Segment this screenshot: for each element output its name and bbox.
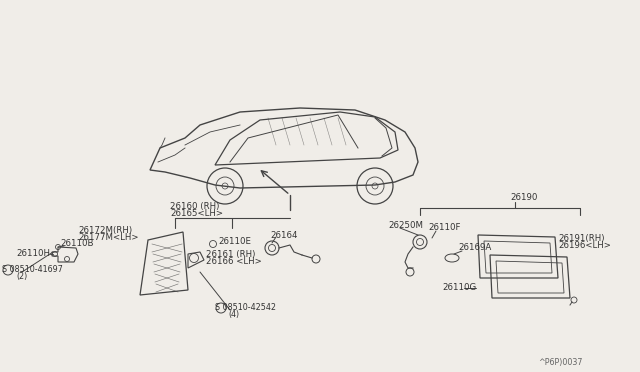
Text: (2): (2) xyxy=(16,273,28,282)
Text: 26177M<LH>: 26177M<LH> xyxy=(78,232,138,241)
Text: 26110H: 26110H xyxy=(16,250,50,259)
Text: 26110B: 26110B xyxy=(60,240,93,248)
Text: ^P6P)0037: ^P6P)0037 xyxy=(538,357,582,366)
Text: 26110E: 26110E xyxy=(218,237,251,247)
Text: 26166 <LH>: 26166 <LH> xyxy=(206,257,262,266)
Text: 26110F: 26110F xyxy=(428,224,461,232)
Text: 26172M(RH): 26172M(RH) xyxy=(78,225,132,234)
Text: 26196<LH>: 26196<LH> xyxy=(558,241,611,250)
Text: 26160 (RH): 26160 (RH) xyxy=(170,202,220,212)
Text: 26250M: 26250M xyxy=(388,221,423,230)
Text: S 08510-41697: S 08510-41697 xyxy=(2,266,63,275)
Text: 26191(RH): 26191(RH) xyxy=(558,234,605,243)
Text: 26165<LH>: 26165<LH> xyxy=(170,209,223,218)
Text: (4): (4) xyxy=(228,311,239,320)
Text: 26169A: 26169A xyxy=(458,244,492,253)
Text: 26164: 26164 xyxy=(270,231,298,240)
Text: 26110G: 26110G xyxy=(442,283,476,292)
Text: 26190: 26190 xyxy=(510,193,538,202)
Text: S 08510-42542: S 08510-42542 xyxy=(215,304,276,312)
Text: 26161 (RH): 26161 (RH) xyxy=(206,250,255,259)
